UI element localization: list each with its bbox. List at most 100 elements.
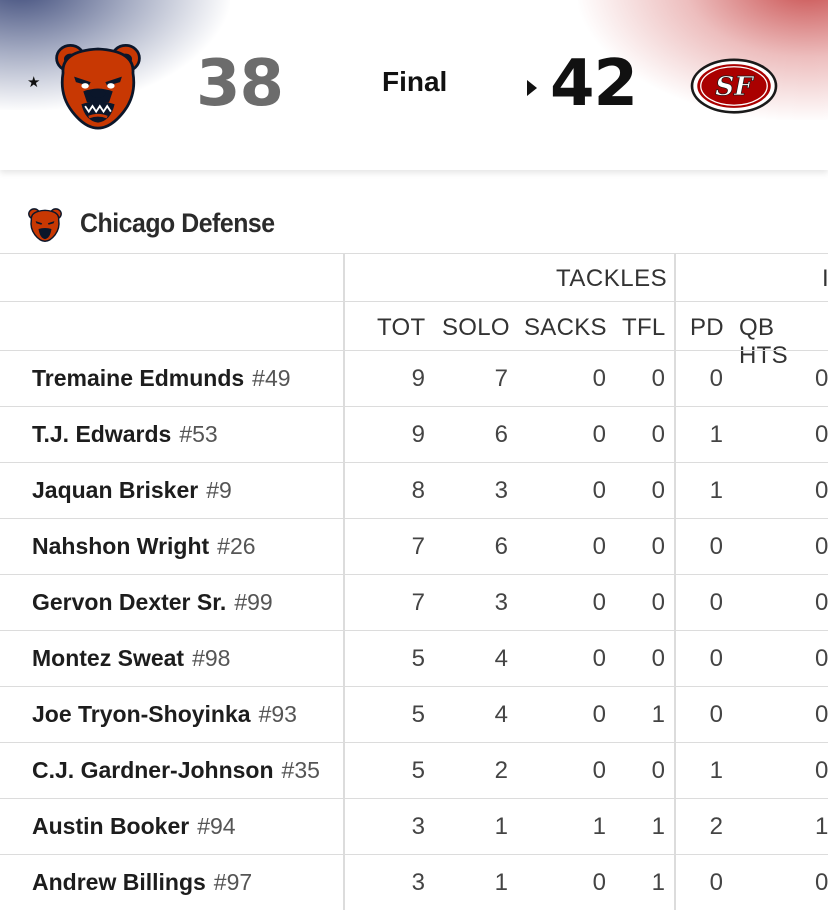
stat-tot: 3 — [411, 869, 425, 896]
player-jersey-number: #98 — [192, 645, 231, 671]
player-row[interactable]: Nahshon Wright #26 7 6 0 0 0 0 — [0, 518, 828, 574]
player-name-link[interactable]: Montez Sweat #98 — [32, 645, 230, 672]
game-status: Final — [382, 66, 448, 97]
column-divider — [674, 687, 676, 742]
stat-tfl: 0 — [651, 365, 665, 392]
player-name-link[interactable]: Joe Tryon-Shoyinka #93 — [32, 701, 297, 728]
player-jersey-number: #9 — [206, 477, 232, 503]
column-header-tot[interactable]: TOT — [377, 314, 426, 341]
stat-sacks: 0 — [592, 365, 606, 392]
stat-tfl: 0 — [651, 589, 665, 616]
stat-qb-hts: 0 — [815, 701, 828, 728]
player-name-link[interactable]: Andrew Billings #97 — [32, 869, 252, 896]
stat-tot: 8 — [411, 477, 425, 504]
column-header-row: TOT SOLO SACKS TFL PD QB HTS — [0, 301, 828, 369]
player-jersey-number: #53 — [179, 421, 218, 447]
player-name: T.J. Edwards — [32, 421, 172, 447]
stat-tfl: 0 — [651, 757, 665, 784]
stat-solo: 4 — [494, 645, 508, 672]
player-name: Austin Booker — [32, 813, 190, 839]
player-row[interactable]: Tremaine Edmunds #49 9 7 0 0 0 0 — [0, 350, 828, 406]
player-row[interactable]: Austin Booker #94 3 1 1 1 2 1 — [0, 798, 828, 854]
section-header: Chicago Defense — [0, 170, 828, 254]
column-divider — [674, 463, 676, 518]
player-name-link[interactable]: Austin Booker #94 — [32, 813, 236, 840]
star-icon: ★ — [27, 74, 41, 91]
stat-sacks: 0 — [592, 477, 606, 504]
player-row[interactable]: C.J. Gardner-Johnson #35 5 2 0 0 1 0 — [0, 742, 828, 798]
defense-stats-table: TACKLES I TOT SOLO SACKS TFL PD QB HTS T… — [0, 253, 828, 910]
player-name-link[interactable]: Nahshon Wright #26 — [32, 533, 256, 560]
player-name: Joe Tryon-Shoyinka — [32, 701, 251, 727]
player-name-link[interactable]: Tremaine Edmunds #49 — [32, 365, 291, 392]
player-jersey-number: #93 — [258, 701, 297, 727]
column-divider — [674, 743, 676, 798]
stat-qb-hts: 0 — [815, 365, 828, 392]
player-name: Montez Sweat — [32, 645, 185, 671]
column-divider — [343, 575, 345, 630]
column-header-sacks[interactable]: SACKS — [524, 314, 607, 341]
column-header-tfl[interactable]: TFL — [622, 314, 666, 341]
winner-arrow-icon — [527, 80, 537, 96]
stat-sacks: 0 — [592, 645, 606, 672]
player-row[interactable]: Gervon Dexter Sr. #99 7 3 0 0 0 0 — [0, 574, 828, 630]
player-name: Tremaine Edmunds — [32, 365, 245, 391]
stat-tfl: 0 — [651, 645, 665, 672]
player-row[interactable]: Joe Tryon-Shoyinka #93 5 4 0 1 0 0 — [0, 686, 828, 742]
player-name-link[interactable]: Jaquan Brisker #9 — [32, 477, 232, 504]
player-jersey-number: #49 — [252, 365, 291, 391]
stat-pd: 0 — [709, 589, 723, 616]
column-divider — [343, 743, 345, 798]
scoreboard-header: ★ 38 Final 42 SF — [0, 0, 828, 170]
stat-qb-hts: 0 — [815, 589, 828, 616]
column-divider — [674, 799, 676, 854]
stat-sacks: 0 — [592, 421, 606, 448]
stat-tot: 9 — [411, 421, 425, 448]
column-header-solo[interactable]: SOLO — [442, 314, 510, 341]
player-row[interactable]: Montez Sweat #98 5 4 0 0 0 0 — [0, 630, 828, 686]
stat-tot: 9 — [411, 365, 425, 392]
stat-pd: 1 — [709, 477, 723, 504]
column-divider — [674, 519, 676, 574]
stat-tfl: 0 — [651, 421, 665, 448]
column-divider — [343, 254, 345, 301]
stat-sacks: 0 — [592, 533, 606, 560]
player-row[interactable]: T.J. Edwards #53 9 6 0 0 1 0 — [0, 406, 828, 462]
stat-solo: 7 — [494, 365, 508, 392]
stat-solo: 2 — [494, 757, 508, 784]
player-row[interactable]: Andrew Billings #97 3 1 0 1 0 0 — [0, 854, 828, 910]
column-header-qb-hts[interactable]: QB HTS — [739, 314, 788, 369]
stat-tot: 5 — [411, 757, 425, 784]
stat-pd: 2 — [709, 813, 723, 840]
stat-sacks: 1 — [592, 813, 606, 840]
player-row[interactable]: Jaquan Brisker #9 8 3 0 0 1 0 — [0, 462, 828, 518]
stat-sacks: 0 — [592, 757, 606, 784]
stat-qb-hts: 1 — [815, 813, 828, 840]
stat-qb-hts: 0 — [815, 645, 828, 672]
niners-logo-icon[interactable]: SF — [690, 58, 778, 114]
stat-pd: 1 — [709, 421, 723, 448]
column-divider — [343, 687, 345, 742]
column-divider — [674, 855, 676, 910]
player-name-link[interactable]: C.J. Gardner-Johnson #35 — [32, 757, 320, 784]
column-divider — [674, 407, 676, 462]
player-jersey-number: #94 — [197, 813, 236, 839]
stat-qb-hts: 0 — [815, 477, 828, 504]
player-name: Andrew Billings — [32, 869, 206, 895]
bears-small-logo-icon — [28, 208, 62, 242]
player-name-link[interactable]: T.J. Edwards #53 — [32, 421, 218, 448]
column-divider — [343, 631, 345, 686]
column-divider — [343, 799, 345, 854]
column-divider — [674, 351, 676, 406]
stat-tot: 5 — [411, 701, 425, 728]
stat-pd: 0 — [709, 365, 723, 392]
player-name-link[interactable]: Gervon Dexter Sr. #99 — [32, 589, 273, 616]
column-header-pd[interactable]: PD — [690, 314, 724, 341]
stat-qb-hts: 0 — [815, 869, 828, 896]
bears-logo-icon[interactable] — [52, 38, 144, 130]
group-header-truncated: I — [822, 265, 828, 292]
stat-pd: 0 — [709, 701, 723, 728]
stat-solo: 6 — [494, 421, 508, 448]
stat-tfl: 0 — [651, 533, 665, 560]
stat-pd: 0 — [709, 869, 723, 896]
